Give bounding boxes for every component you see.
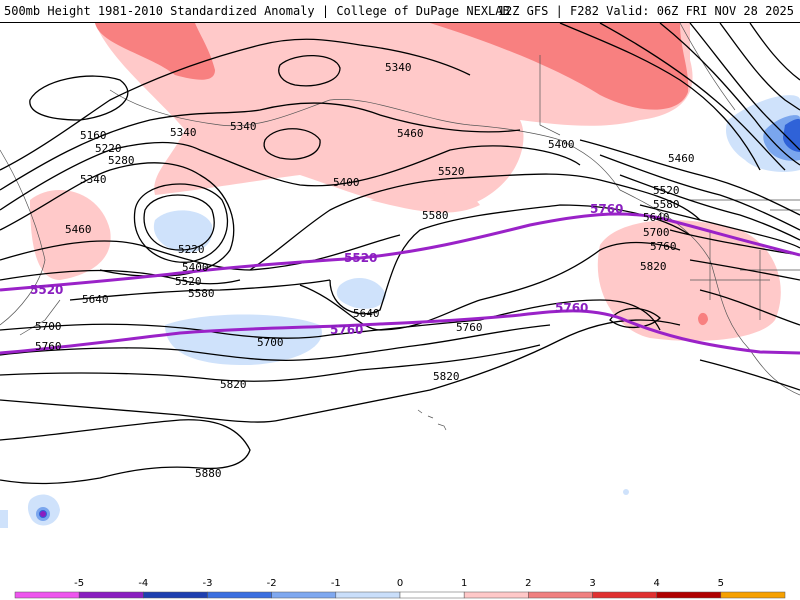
colorbar-swatch	[207, 591, 272, 599]
contour-label: 5280	[108, 154, 135, 167]
colorbar-ticks: -5 -4 -3 -2 -1 0 1 2 3 4 5	[74, 578, 724, 589]
contour-label: 5760	[650, 240, 677, 253]
contour-label: 5580	[653, 198, 680, 211]
contour-label: 5700	[257, 336, 284, 349]
contour-label: 5160	[80, 129, 107, 142]
negative-anomaly-light	[0, 95, 800, 528]
anomaly-core	[40, 511, 46, 517]
contour-label: 5220	[95, 142, 122, 155]
contour-label: 5820	[433, 370, 460, 383]
contour-label: 5640	[82, 293, 109, 306]
contour-label: 5820	[220, 378, 247, 391]
contour-label: 5460	[65, 223, 92, 236]
climatology-label: 5520	[30, 283, 63, 297]
contour-label-group: 5160 5220 5280 5340 5340 5340 5460 5220 …	[35, 61, 695, 480]
colorbar-swatch	[656, 591, 722, 599]
climatology-label-group: 5520 5520 5760 5760 5760	[30, 202, 623, 337]
coastlines	[0, 23, 800, 431]
colorbar-swatch	[463, 591, 529, 599]
contour-label: 5460	[397, 127, 424, 140]
anomaly-colorbar: -5 -4 -3 -2 -1 0 1 2 3 4 5	[14, 578, 786, 599]
colorbar-tick-label: 0	[397, 578, 403, 589]
contour-label: 5400	[333, 176, 360, 189]
climatology-lines	[0, 212, 800, 355]
colorbar-tick-label: 4	[653, 578, 659, 589]
colorbar-tick-label: 5	[718, 578, 724, 589]
contour-label: 5520	[653, 184, 680, 197]
contour-label: 5340	[170, 126, 197, 139]
contour-label: 5760	[456, 321, 483, 334]
climatology-label: 5760	[590, 202, 623, 216]
contour-label: 5400	[182, 261, 209, 274]
contour-label: 5580	[188, 287, 215, 300]
contour-label: 5700	[35, 320, 62, 333]
height-contours	[0, 23, 800, 485]
colorbar-swatch	[14, 591, 80, 599]
contour-label: 5580	[422, 209, 449, 222]
weather-map: 5160 5220 5280 5340 5340 5340 5460 5220 …	[0, 23, 800, 528]
climatology-label: 5760	[555, 301, 588, 315]
contour-label: 5340	[385, 61, 412, 74]
colorbar-tick-label: 3	[589, 578, 595, 589]
contour-label: 5460	[668, 152, 695, 165]
contour-label: 5220	[178, 243, 205, 256]
colorbar-tick-label: -3	[203, 578, 213, 589]
contour-label: 5520	[438, 165, 465, 178]
colorbar-tick-label: -1	[331, 578, 341, 589]
model-run-info: 12Z GFS | F282 Valid: 06Z FRI NOV 28 202…	[497, 4, 794, 18]
colorbar-tick-label: 1	[461, 578, 467, 589]
contour-label: 5640	[353, 307, 380, 320]
colorbar-tick-label: -5	[74, 578, 84, 589]
colorbar-swatch	[592, 591, 657, 599]
climatology-label: 5760	[330, 323, 363, 337]
colorbar-swatch	[399, 591, 465, 599]
map-title: 500mb Height 1981-2010 Standardized Anom…	[4, 4, 510, 18]
contour-label: 5400	[548, 138, 575, 151]
colorbar-tick-label: -4	[138, 578, 148, 589]
positive-anomaly-mid	[95, 23, 708, 326]
colorbar-tick-label: -2	[267, 578, 277, 589]
map-header: 500mb Height 1981-2010 Standardized Anom…	[0, 0, 800, 23]
contour-label: 5820	[640, 260, 667, 273]
colorbar-swatch	[78, 591, 144, 599]
colorbar-swatch	[143, 591, 208, 599]
contour-label: 5640	[643, 211, 670, 224]
contour-label: 5880	[195, 467, 222, 480]
contour-label: 5700	[643, 226, 670, 239]
contour-label: 5760	[35, 340, 62, 353]
contour-label: 5520	[175, 275, 202, 288]
contour-label: 5340	[230, 120, 257, 133]
contour-label: 5340	[80, 173, 107, 186]
colorbar-swatch	[335, 591, 401, 599]
colorbar-swatch	[720, 591, 786, 599]
colorbar-swatch	[271, 591, 337, 599]
colorbar-tick-label: 2	[525, 578, 531, 589]
colorbar-swatches	[14, 591, 786, 599]
colorbar-swatch	[528, 591, 593, 599]
climatology-label: 5520	[344, 251, 377, 265]
